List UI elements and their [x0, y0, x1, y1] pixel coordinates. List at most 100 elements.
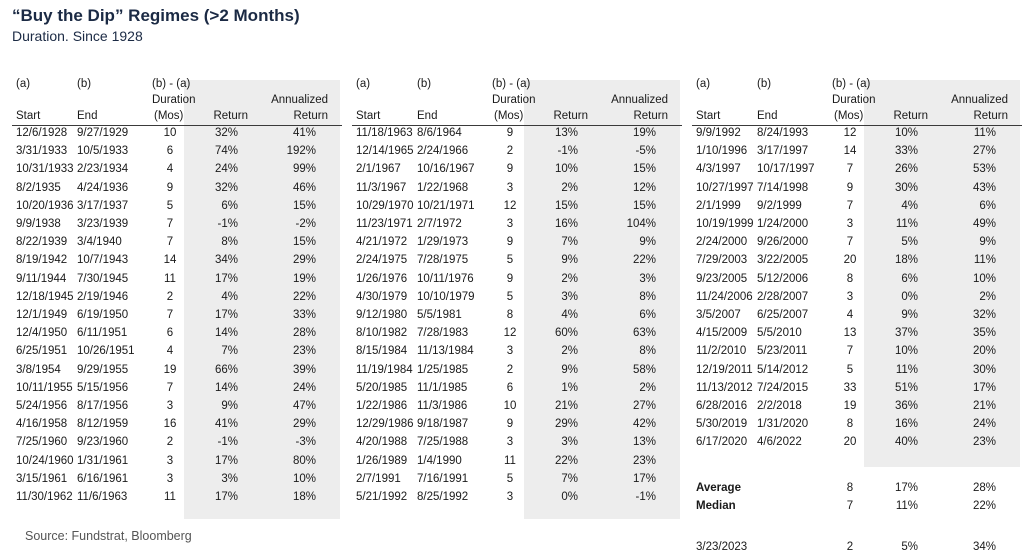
row-start-date: 3/5/2007 [696, 309, 741, 321]
row-duration: 3 [506, 345, 514, 358]
row-duration: 8 [846, 272, 854, 285]
table-panel-3: (a) (b) (b) - (a) Duration Annualized Start En… [692, 78, 1022, 553]
row-start-date: 7/29/2003 [696, 254, 748, 267]
row-start-date: 7/25/1960 [16, 436, 68, 449]
row-end-date: 8/24/1993 [757, 127, 809, 139]
header-b: (b) [417, 78, 432, 90]
row-start-date: 8/15/1984 [356, 345, 408, 358]
row-duration: 5 [846, 363, 854, 376]
header-mos: (Mos) [834, 110, 864, 122]
row-duration: 6 [506, 381, 514, 394]
row-end-date: 2/23/1934 [77, 163, 129, 176]
row-end-date: 1/4/1990 [417, 454, 462, 467]
row-start-date: 9/9/1992 [696, 127, 741, 139]
row-annualized-return: 6% [979, 199, 996, 212]
row-annualized-return: 10% [972, 272, 996, 285]
row-annualized-return: -1% [635, 491, 656, 503]
header-duration: Duration [492, 94, 536, 106]
row-annualized-return: 53% [972, 163, 996, 176]
row-duration: 3 [846, 290, 854, 303]
row-duration: 12 [843, 127, 857, 139]
row-return: 14% [214, 381, 238, 394]
row-annualized-return: 27% [972, 145, 996, 158]
row-annualized-return: 11% [973, 127, 996, 139]
row-start-date: 5/21/1992 [356, 491, 408, 503]
row-start-date: 2/1/1967 [356, 163, 401, 176]
row-end-date: 6/25/2007 [757, 309, 809, 321]
row-start-date: 10/24/1960 [16, 454, 74, 467]
row-end-date: 9/26/2000 [757, 236, 809, 249]
row-duration: 12 [503, 327, 517, 340]
row-duration: 10 [163, 127, 177, 139]
row-return: 24% [214, 163, 238, 176]
row-return: 40% [894, 436, 918, 449]
row-start-date: 11/23/1971 [356, 218, 413, 230]
current-duration: 2 [846, 541, 854, 554]
row-annualized-return: 9% [979, 236, 996, 249]
row-return: 5% [901, 236, 918, 249]
row-return: 7% [221, 345, 238, 358]
row-end-date: 8/17/1956 [77, 400, 129, 412]
row-start-date: 4/15/2009 [696, 327, 748, 340]
row-end-date: 10/21/1971 [417, 199, 475, 212]
row-annualized-return: 27% [632, 400, 656, 412]
row-start-date: 9/9/1938 [16, 218, 61, 230]
row-end-date: 10/16/1967 [417, 163, 475, 176]
row-return: 15% [554, 199, 578, 212]
row-start-date: 12/19/2011 [696, 363, 753, 376]
row-annualized-return: 29% [292, 254, 316, 267]
row-duration: 3 [506, 181, 514, 194]
row-annualized-return: 32% [972, 309, 996, 321]
row-start-date: 8/10/1982 [356, 327, 408, 340]
row-annualized-return: 22% [632, 254, 656, 267]
row-return: 6% [901, 272, 918, 285]
row-start-date: 12/29/1986 [356, 418, 414, 431]
row-annualized-return: 104% [626, 218, 656, 230]
row-annualized-return: 23% [972, 436, 996, 449]
row-annualized-return: 46% [292, 181, 316, 194]
row-start-date: 4/3/1997 [696, 163, 741, 176]
row-end-date: 10/10/1979 [417, 290, 475, 303]
row-duration: 11 [164, 272, 176, 285]
row-start-date: 4/16/1958 [16, 418, 68, 431]
row-annualized-return: 20% [972, 345, 996, 358]
row-end-date: 10/11/1976 [417, 272, 474, 285]
row-return: 10% [894, 345, 918, 358]
row-end-date: 2/24/1966 [417, 145, 469, 158]
row-end-date: 3/4/1940 [77, 236, 122, 249]
header-return: Return [553, 110, 588, 122]
row-return: 41% [214, 418, 238, 431]
header-mos: (Mos) [494, 110, 524, 122]
row-annualized-return: 11% [973, 254, 996, 267]
row-start-date: 6/25/1951 [16, 345, 68, 358]
row-annualized-return: 35% [972, 327, 996, 340]
row-start-date: 4/21/1972 [356, 236, 408, 249]
row-start-date: 10/31/1933 [16, 163, 74, 176]
row-start-date: 11/19/1984 [356, 363, 413, 376]
row-annualized-return: 6% [639, 309, 656, 321]
header-b-minus-a: (b) - (a) [492, 78, 531, 90]
row-return: 30% [894, 181, 918, 194]
row-duration: 3 [166, 454, 174, 467]
row-return: 32% [214, 127, 238, 139]
row-annualized-return: 9% [639, 236, 656, 249]
header-annualized: Annualized [611, 94, 668, 106]
row-return: 7% [561, 472, 578, 485]
row-duration: 9 [166, 181, 174, 194]
row-return: 32% [214, 181, 238, 194]
return-columns-shading [864, 80, 1020, 467]
row-end-date: 5/5/1981 [417, 309, 462, 321]
row-duration: 19 [163, 363, 177, 376]
row-duration: 9 [506, 236, 514, 249]
row-annualized-return: 39% [292, 363, 316, 376]
row-return: 3% [221, 472, 238, 485]
table-panel-2: (a) (b) (b) - (a) Duration Annualized Start En… [352, 78, 682, 528]
row-return: 9% [561, 254, 578, 267]
row-end-date: 11/1/1985 [417, 381, 468, 394]
row-annualized-return: 8% [639, 345, 656, 358]
row-end-date: 3/22/2005 [757, 254, 809, 267]
row-end-date: 9/18/1987 [417, 418, 469, 431]
row-duration: 6 [166, 327, 174, 340]
header-b: (b) [757, 78, 772, 90]
row-end-date: 2/28/2007 [757, 290, 809, 303]
